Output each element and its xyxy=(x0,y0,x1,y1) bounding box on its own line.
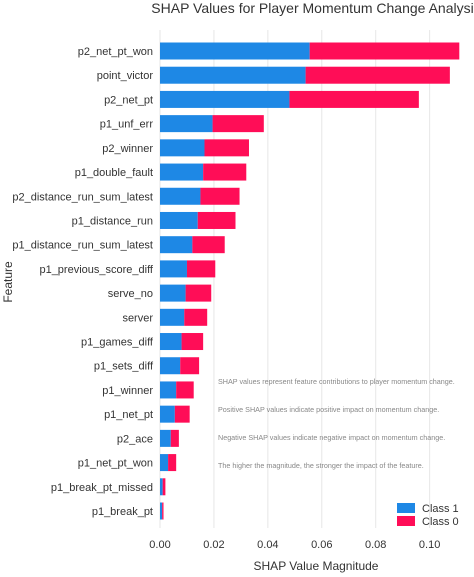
y-tick-label: p1_break_pt_missed xyxy=(51,482,153,494)
y-tick-label: point_victor xyxy=(97,70,154,82)
bar-class-1 xyxy=(160,308,185,326)
bar-class-1 xyxy=(160,66,306,84)
y-tick-label: p2_winner xyxy=(102,143,153,155)
bar-class-0 xyxy=(200,187,240,205)
bar-class-0 xyxy=(174,405,190,423)
bar-class-0 xyxy=(162,478,166,496)
bar-class-1 xyxy=(160,405,175,423)
bar-class-1 xyxy=(160,187,201,205)
y-tick-label: p1_unf_err xyxy=(100,119,154,131)
bar-class-1 xyxy=(160,42,310,60)
bar-class-1 xyxy=(160,163,204,181)
y-axis-label: Feature xyxy=(1,261,15,303)
bar-class-0 xyxy=(184,308,208,326)
bar-class-1 xyxy=(160,381,177,399)
y-tick-label: p1_winner xyxy=(102,385,153,397)
annotations: SHAP values represent feature contributi… xyxy=(218,377,455,470)
bar-class-0 xyxy=(168,454,177,472)
bar-class-1 xyxy=(160,260,187,278)
bar-class-0 xyxy=(289,90,419,108)
y-tick-label: p1_double_fault xyxy=(75,167,153,179)
legend-label: Class 1 xyxy=(422,503,459,515)
y-tick-label: p1_previous_score_diff xyxy=(39,264,153,276)
y-tick-label: p1_distance_run xyxy=(72,215,153,227)
annotation-text: SHAP values represent feature contributi… xyxy=(218,377,455,386)
bar-class-0 xyxy=(180,357,200,375)
y-tick-label: serve_no xyxy=(108,288,153,300)
y-tick-label: p2_net_pt_won xyxy=(78,46,153,58)
bar-class-1 xyxy=(160,429,171,447)
bar-class-0 xyxy=(185,284,212,302)
y-tick-label: p2_net_pt xyxy=(104,94,153,106)
bar-class-1 xyxy=(160,333,182,351)
bar-class-0 xyxy=(192,236,225,254)
y-tick-labels: p2_net_pt_won point_victor p2_net_pt p1_unf… xyxy=(12,46,154,518)
y-tick-label: p1_sets_diff xyxy=(94,361,154,373)
bar-class-0 xyxy=(170,429,179,447)
x-axis-label: SHAP Value Magnitude xyxy=(254,559,379,573)
legend-swatch xyxy=(397,516,415,526)
bar-class-0 xyxy=(197,211,236,229)
x-tick-label: 0.04 xyxy=(257,539,278,551)
bar-class-1 xyxy=(160,284,186,302)
legend-label: Class 0 xyxy=(422,516,459,528)
bar-class-0 xyxy=(162,502,164,520)
bar-class-1 xyxy=(160,211,198,229)
bar-class-0 xyxy=(204,139,249,157)
x-tick-label: 0.02 xyxy=(203,539,224,551)
y-tick-label: p1_net_pt xyxy=(104,409,153,421)
bar-class-1 xyxy=(160,502,163,520)
bar-class-0 xyxy=(203,163,247,181)
x-tick-label: 0.08 xyxy=(365,539,386,551)
bar-class-1 xyxy=(160,90,290,108)
annotation-text: The higher the magnitude, the stronger t… xyxy=(218,461,424,470)
y-tick-label: server xyxy=(122,312,153,324)
bar-class-1 xyxy=(160,454,169,472)
y-tick-label: p1_net_pt_won xyxy=(78,458,153,470)
y-tick-label: p1_break_pt xyxy=(92,506,153,518)
chart-title: SHAP Values for Player Momentum Change A… xyxy=(151,0,474,16)
bar-class-0 xyxy=(176,381,194,399)
bar-class-1 xyxy=(160,139,205,157)
x-tick-labels: 0.00 0.02 0.04 0.06 0.08 0.10 xyxy=(149,539,440,551)
annotation-text: Positive SHAP values indicate positive i… xyxy=(218,405,439,414)
annotation-text: Negative SHAP values indicate negative i… xyxy=(218,433,445,442)
bar-class-1 xyxy=(160,236,193,254)
bar-class-1 xyxy=(160,357,181,375)
y-tick-label: p2_ace xyxy=(117,433,153,445)
bars-group xyxy=(160,42,460,520)
legend-swatch xyxy=(397,503,415,513)
y-tick-label: p1_games_diff xyxy=(81,337,154,349)
y-tick-label: p1_distance_run_sum_latest xyxy=(12,240,153,252)
bar-class-0 xyxy=(309,42,460,60)
x-tick-label: 0.06 xyxy=(311,539,332,551)
bar-class-0 xyxy=(305,66,450,84)
bar-class-1 xyxy=(160,115,213,133)
x-tick-label: 0.10 xyxy=(419,539,440,551)
x-tick-label: 0.00 xyxy=(149,539,170,551)
bar-class-0 xyxy=(186,260,216,278)
bar-class-0 xyxy=(181,333,204,351)
bar-class-1 xyxy=(160,478,163,496)
y-tick-label: p2_distance_run_sum_latest xyxy=(12,191,153,203)
bar-class-0 xyxy=(212,115,264,133)
